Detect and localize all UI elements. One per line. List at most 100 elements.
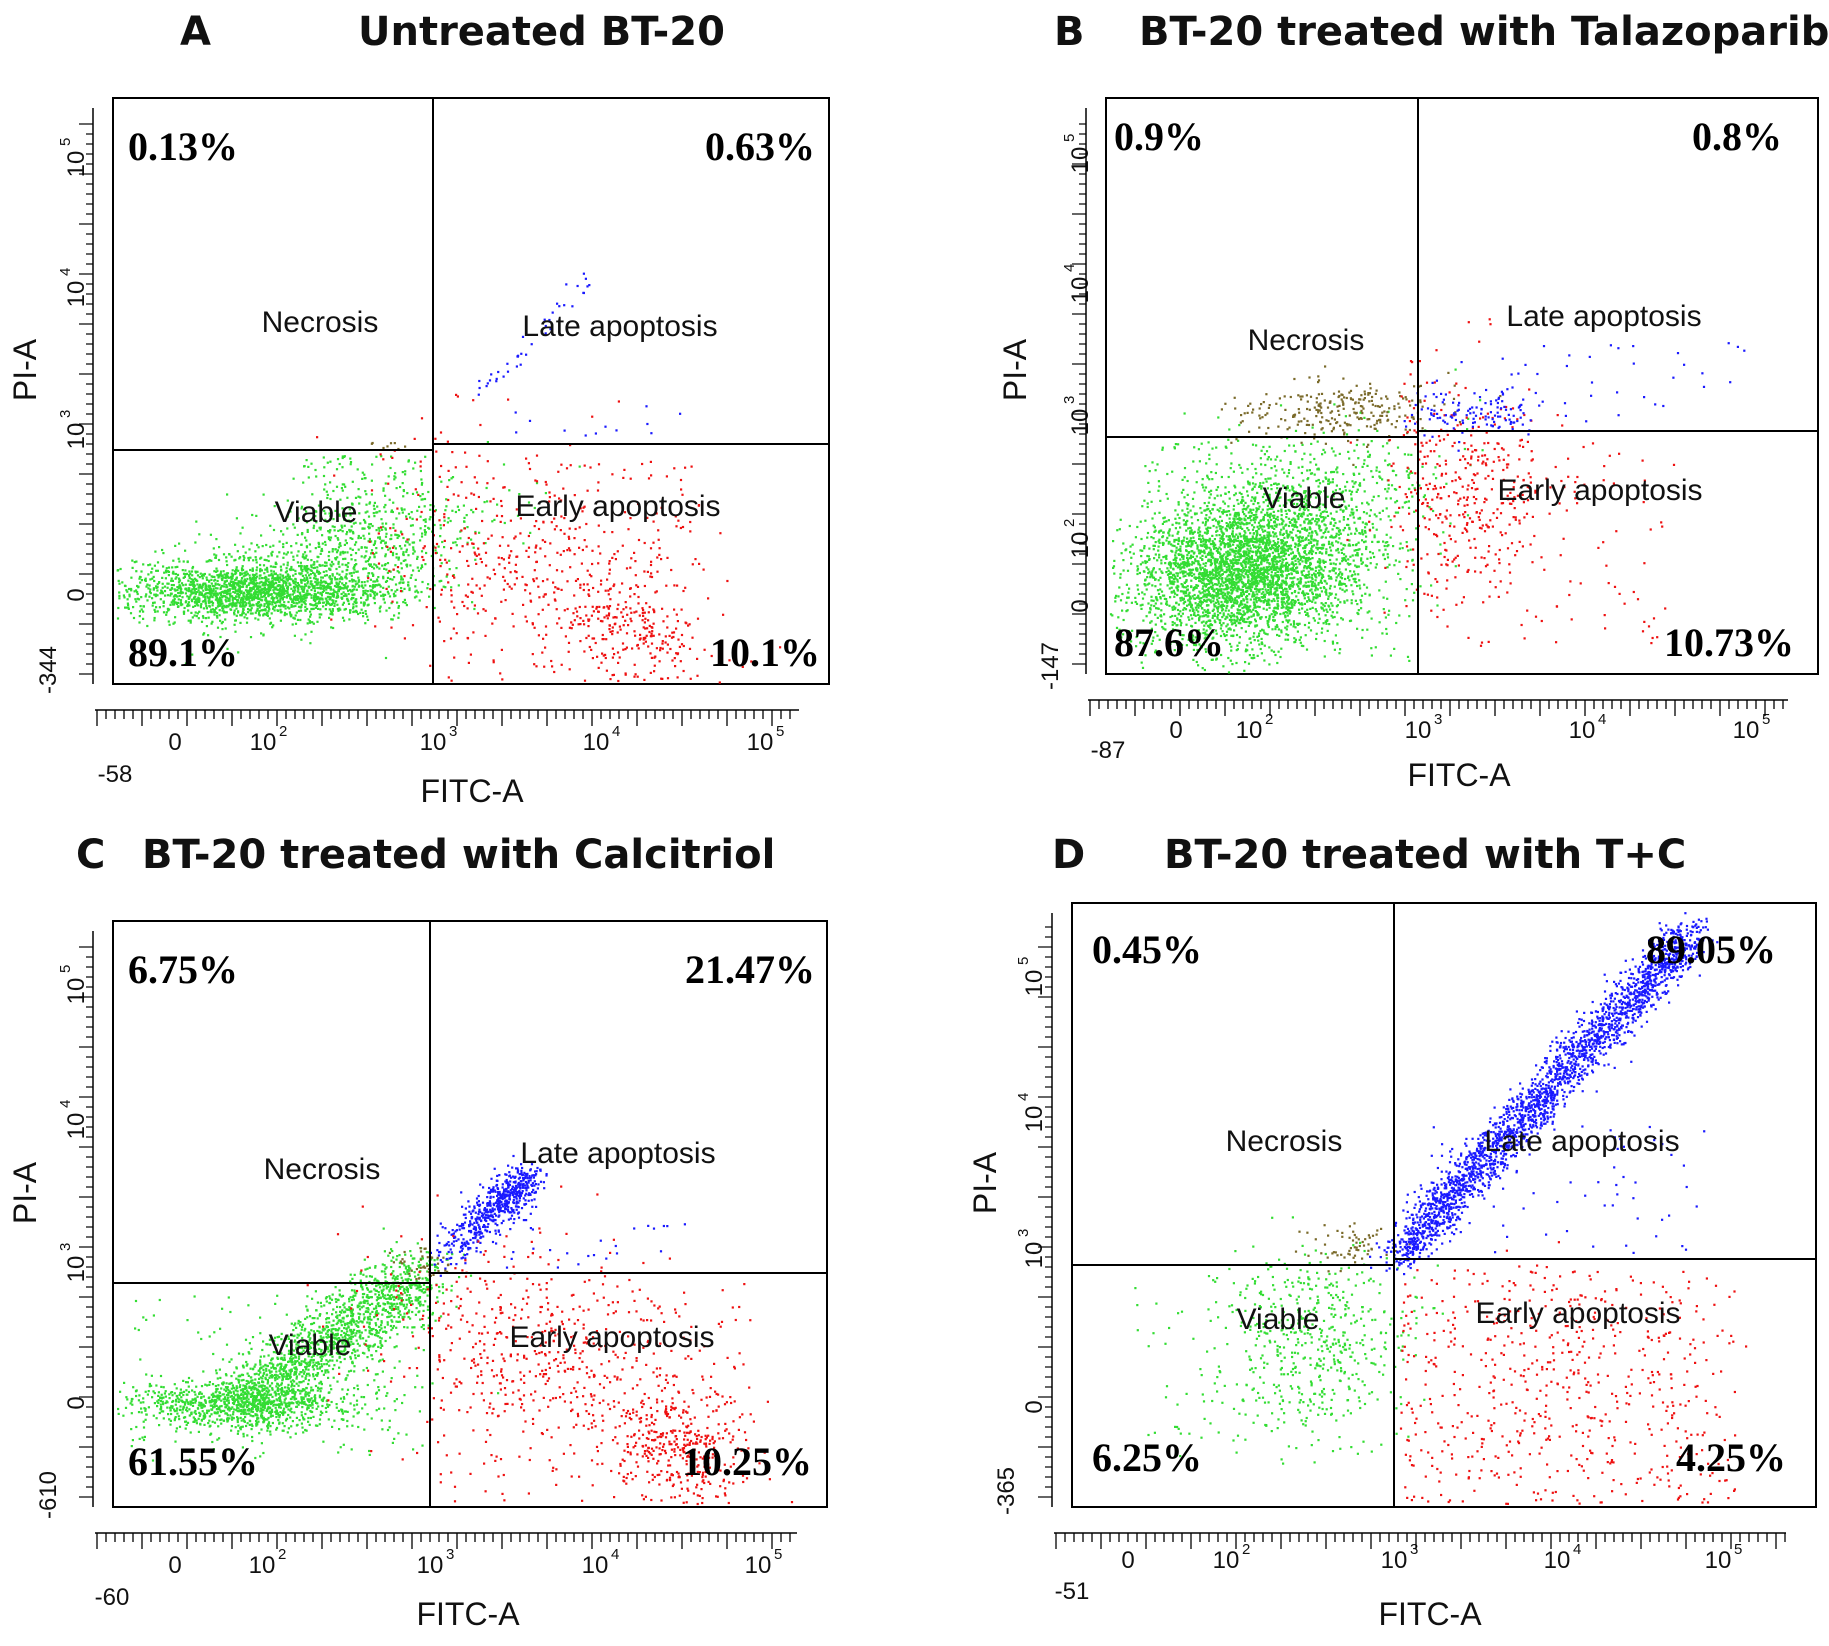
viable-dot — [1140, 661, 1143, 664]
viable-dot — [177, 581, 181, 584]
viable-dot — [240, 577, 244, 580]
viable-dot — [241, 612, 244, 615]
viable-dot — [290, 613, 293, 616]
viable-dot — [1326, 610, 1329, 613]
early-apoptosis-dot — [440, 464, 443, 468]
viable-dot — [293, 597, 296, 601]
viable-dot — [330, 580, 333, 583]
viable-dot — [1284, 565, 1287, 568]
viable-dot — [191, 653, 194, 656]
viable-dot — [333, 584, 337, 588]
early-apoptosis-dot — [592, 610, 595, 613]
viable-dot — [211, 596, 214, 599]
early-apoptosis-dot — [489, 500, 492, 503]
viable-dot — [377, 576, 380, 579]
viable-dot — [349, 512, 352, 515]
viable-dot — [329, 539, 332, 542]
viable-dot — [319, 552, 322, 555]
viable-dot — [1325, 548, 1328, 551]
y-tick-exponent: 3 — [57, 410, 74, 418]
viable-dot — [260, 632, 263, 635]
early-apoptosis-dot — [603, 530, 606, 534]
viable-dot — [1228, 566, 1231, 569]
viable-dot — [372, 596, 375, 599]
viable-dot — [363, 601, 366, 604]
viable-dot — [190, 570, 194, 573]
viable-dot — [462, 504, 465, 507]
viable-dot — [255, 575, 259, 578]
viable-dot — [237, 594, 240, 597]
viable-dot — [350, 553, 353, 557]
viable-dot — [264, 582, 267, 585]
viable-dot — [1340, 577, 1344, 580]
early-apoptosis-dot — [643, 541, 646, 545]
viable-dot — [202, 607, 205, 610]
viable-dot — [1382, 540, 1385, 543]
viable-dot — [322, 474, 326, 478]
early-apoptosis-dot — [653, 609, 656, 612]
viable-dot — [1196, 519, 1200, 522]
early-apoptosis-dot — [608, 628, 611, 631]
early-apoptosis-dot — [601, 633, 604, 637]
viable-dot — [172, 584, 175, 587]
viable-dot — [403, 598, 406, 601]
viable-dot — [1230, 606, 1233, 609]
early-apoptosis-dot — [529, 600, 533, 603]
viable-dot — [240, 596, 243, 599]
viable-dot — [420, 483, 423, 486]
viable-dot — [262, 608, 265, 611]
viable-dot — [283, 552, 286, 555]
early-apoptosis-dot — [655, 590, 658, 593]
early-apoptosis-dot — [467, 661, 470, 664]
viable-dot — [1302, 547, 1305, 550]
viable-dot — [470, 538, 473, 541]
viable-dot — [366, 596, 369, 599]
viable-dot — [243, 601, 247, 604]
viable-dot — [336, 583, 340, 586]
viable-dot — [1318, 508, 1321, 512]
early-apoptosis-dot — [602, 654, 605, 657]
early-apoptosis-dot — [707, 597, 710, 600]
viable-dot — [1298, 508, 1301, 512]
viable-dot — [360, 608, 363, 611]
early-apoptosis-dot — [567, 650, 570, 653]
viable-dot — [362, 592, 365, 595]
viable-dot — [259, 598, 262, 601]
early-apoptosis-dot — [583, 679, 587, 682]
early-apoptosis-dot — [569, 566, 572, 569]
viable-dot — [171, 566, 174, 569]
viable-dot — [305, 510, 308, 513]
viable-dot — [1236, 595, 1239, 598]
viable-dot — [296, 597, 299, 600]
viable-dot — [394, 472, 397, 475]
viable-dot — [1184, 514, 1187, 517]
early-apoptosis-dot — [574, 527, 577, 531]
viable-dot — [1217, 551, 1220, 554]
viable-dot — [307, 585, 310, 588]
viable-dot — [228, 589, 231, 592]
early-apoptosis-dot — [581, 548, 584, 552]
viable-dot — [1199, 592, 1202, 595]
viable-dot — [392, 523, 395, 526]
viable-dot — [1303, 504, 1306, 507]
early-apoptosis-dot — [644, 617, 647, 620]
viable-dot — [378, 537, 382, 540]
viable-dot — [309, 642, 312, 645]
viable-dot — [340, 596, 343, 599]
viable-dot — [163, 590, 167, 593]
viable-dot — [250, 596, 253, 599]
viable-dot — [184, 573, 187, 576]
viable-dot — [409, 576, 412, 579]
viable-dot — [314, 577, 317, 580]
viable-dot — [334, 509, 337, 512]
early-apoptosis-dot — [627, 624, 630, 627]
viable-dot — [1311, 585, 1314, 588]
viable-dot — [133, 561, 136, 564]
viable-dot — [324, 483, 327, 486]
late-apoptosis-dot — [563, 304, 566, 307]
viable-dot — [242, 545, 245, 548]
early-apoptosis-dot — [330, 618, 333, 621]
viable-dot — [439, 535, 442, 538]
viable-dot — [1147, 572, 1150, 575]
viable-dot — [305, 546, 309, 549]
